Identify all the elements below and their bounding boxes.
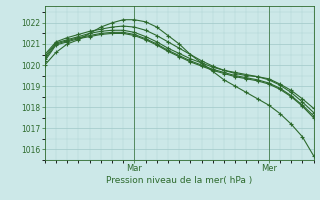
- X-axis label: Pression niveau de la mer( hPa ): Pression niveau de la mer( hPa ): [106, 176, 252, 185]
